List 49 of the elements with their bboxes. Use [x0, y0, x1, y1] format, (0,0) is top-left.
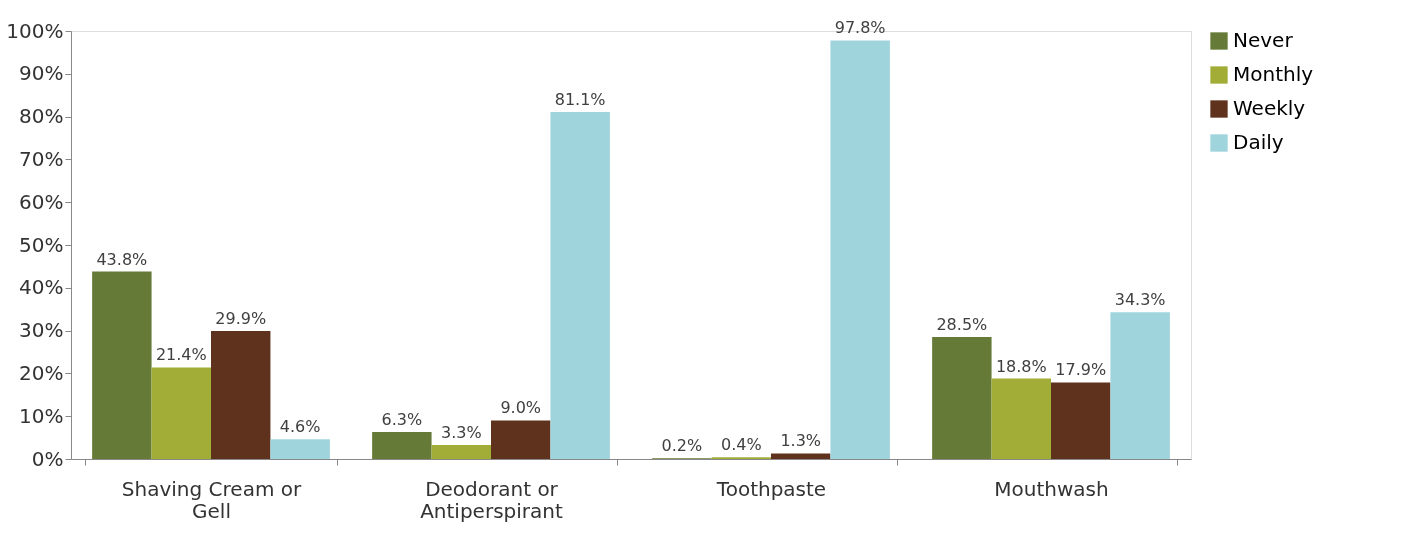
- x-tick-label: Shaving Cream or Gell: [121, 476, 302, 523]
- data-label: 0.4%: [720, 435, 762, 455]
- data-label: 34.3%: [1114, 290, 1166, 310]
- y-tick-label: 90%: [19, 61, 64, 86]
- bar: [431, 444, 491, 459]
- data-label: 29.9%: [215, 309, 267, 329]
- data-label: 17.9%: [1055, 360, 1107, 380]
- data-label: 9.0%: [500, 398, 542, 418]
- bar: [491, 420, 551, 459]
- bar: [1110, 312, 1170, 459]
- data-label: 18.8%: [995, 356, 1047, 376]
- data-label: 1.3%: [780, 431, 822, 451]
- data-label: 28.5%: [936, 315, 988, 335]
- bar: [550, 111, 610, 459]
- data-label: 97.8%: [834, 18, 886, 38]
- x-tick-label: Toothpaste: [715, 476, 827, 501]
- legend-label: Never: [1233, 28, 1294, 52]
- x-tick-label: Deodorant or Antiperspirant: [420, 476, 563, 523]
- y-tick-label: 70%: [19, 146, 64, 171]
- bar: [372, 432, 432, 459]
- bar: [1051, 382, 1111, 459]
- y-tick-label: 30%: [19, 318, 64, 343]
- data-label: 0.2%: [661, 436, 703, 456]
- bar: [830, 40, 890, 459]
- bar: [270, 439, 330, 459]
- data-label: 6.3%: [381, 410, 423, 430]
- data-label: 43.8%: [96, 249, 148, 269]
- data-label: 3.3%: [440, 422, 482, 442]
- bar: [991, 378, 1051, 459]
- y-tick-label: 80%: [19, 104, 64, 129]
- bar: [151, 367, 211, 459]
- y-tick-label: 100%: [6, 18, 64, 43]
- y-tick-label: 60%: [19, 189, 64, 214]
- legend-label: Daily: [1233, 130, 1284, 154]
- bar: [211, 331, 271, 459]
- legend-label: Weekly: [1233, 96, 1306, 120]
- bar: [932, 337, 992, 459]
- legend-label: Monthly: [1233, 62, 1314, 86]
- y-tick-label: 40%: [19, 275, 64, 300]
- y-tick-label: 0%: [31, 446, 64, 471]
- bar: [92, 271, 152, 459]
- data-label: 21.4%: [155, 345, 207, 365]
- y-tick-label: 20%: [19, 360, 64, 385]
- bar: [771, 453, 831, 459]
- y-tick-label: 10%: [19, 403, 64, 428]
- data-label: 81.1%: [554, 89, 606, 109]
- data-label: 4.6%: [279, 417, 321, 437]
- x-tick-label: Mouthwash: [994, 476, 1109, 501]
- y-tick-label: 50%: [19, 232, 64, 257]
